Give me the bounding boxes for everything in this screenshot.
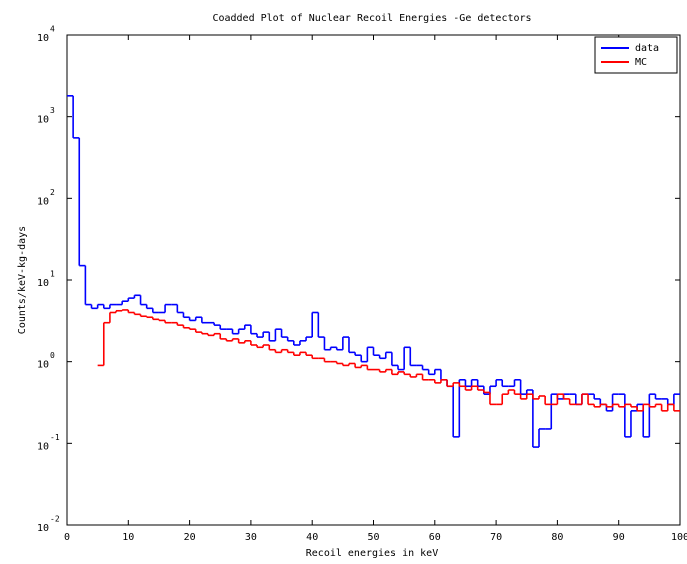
legend-box <box>594 36 678 74</box>
y-tick-exponent: 4 <box>50 25 55 34</box>
x-axis-label: Recoil energies in keV <box>306 548 438 559</box>
y-tick-label: 10 <box>37 115 49 126</box>
y-tick-label: 10 <box>37 360 49 371</box>
x-tick-label: 30 <box>245 532 257 543</box>
plot-frame <box>66 34 681 526</box>
x-tick-label: 90 <box>613 532 625 543</box>
x-tick-label: 0 <box>64 532 70 543</box>
y-tick-exponent: 3 <box>50 106 55 115</box>
y-tick-exponent: -1 <box>50 433 60 442</box>
y-tick-exponent: 1 <box>50 270 55 279</box>
y-tick-exponent: -2 <box>50 515 60 524</box>
x-tick-label: 70 <box>490 532 502 543</box>
y-tick-label: 10 <box>37 441 49 452</box>
x-tick-label: 10 <box>122 532 134 543</box>
y-tick-label: 10 <box>37 196 49 207</box>
x-tick-label: 20 <box>184 532 196 543</box>
y-tick-label: 10 <box>37 278 49 289</box>
x-tick-label: 80 <box>551 532 563 543</box>
y-tick-label: 10 <box>37 33 49 44</box>
legend-label: data <box>635 43 659 54</box>
y-tick-label: 10 <box>37 523 49 534</box>
x-tick-label: 50 <box>367 532 379 543</box>
x-tick-label: 40 <box>306 532 318 543</box>
series-1 <box>97 309 680 412</box>
y-tick-exponent: 2 <box>50 188 55 197</box>
legend-label: MC <box>635 57 647 68</box>
legend: data MC <box>594 36 678 74</box>
y-axis-label: Counts/keV-kg-days <box>17 226 28 334</box>
chart-title: Coadded Plot of Nuclear Recoil Energies … <box>212 13 531 24</box>
y-tick-exponent: 0 <box>50 351 55 360</box>
x-tick-label: 100 <box>671 532 687 543</box>
x-tick-label: 60 <box>429 532 441 543</box>
